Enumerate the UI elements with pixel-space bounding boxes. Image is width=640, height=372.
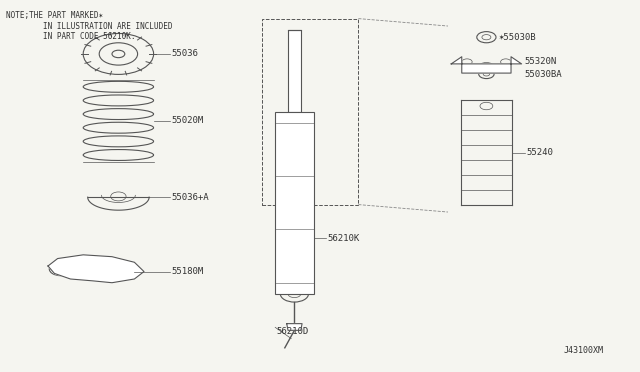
FancyBboxPatch shape (288, 30, 301, 112)
Polygon shape (287, 324, 302, 330)
Text: NOTE;THE PART MARKED✶
        IN ILLUSTRATION ARE INCLUDED
        IN PART CODE : NOTE;THE PART MARKED✶ IN ILLUSTRATION AR… (6, 11, 173, 41)
Polygon shape (48, 255, 144, 283)
Text: 55030BA: 55030BA (525, 70, 563, 78)
Text: 55036+A: 55036+A (172, 193, 209, 202)
Text: J43100XM: J43100XM (563, 346, 604, 355)
Text: 55020M: 55020M (172, 116, 204, 125)
Text: ✶55030B: ✶55030B (499, 33, 537, 42)
Text: 56210K: 56210K (328, 234, 360, 243)
Polygon shape (451, 57, 522, 73)
Bar (275, 112, 314, 294)
Text: 55320N: 55320N (525, 57, 557, 66)
Text: 56210D: 56210D (276, 327, 308, 336)
Text: 55036: 55036 (172, 49, 198, 58)
Text: 55240: 55240 (526, 148, 553, 157)
Text: 55180M: 55180M (172, 267, 204, 276)
